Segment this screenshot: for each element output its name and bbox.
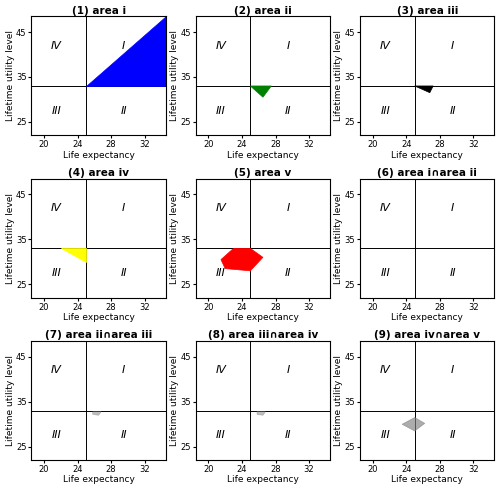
X-axis label: Life expectancy: Life expectancy [227, 150, 299, 160]
Text: II: II [449, 431, 456, 441]
Title: (2) area ii: (2) area ii [234, 5, 292, 16]
Text: IV: IV [216, 203, 226, 213]
Y-axis label: Lifetime utility level: Lifetime utility level [6, 193, 15, 284]
Text: IV: IV [380, 203, 391, 213]
Text: III: III [52, 106, 62, 116]
X-axis label: Life expectancy: Life expectancy [227, 475, 299, 485]
Text: I: I [286, 203, 290, 213]
Text: II: II [285, 431, 292, 441]
X-axis label: Life expectancy: Life expectancy [392, 313, 463, 322]
Text: IV: IV [380, 366, 391, 375]
Text: II: II [120, 431, 127, 441]
Y-axis label: Lifetime utility level: Lifetime utility level [334, 30, 344, 122]
Text: II: II [449, 106, 456, 116]
Text: I: I [451, 41, 454, 50]
Text: II: II [285, 268, 292, 278]
Text: II: II [120, 106, 127, 116]
Title: (3) area iii: (3) area iii [396, 5, 458, 16]
Title: (7) area ii∩area iii: (7) area ii∩area iii [45, 330, 152, 341]
Polygon shape [61, 248, 86, 262]
Y-axis label: Lifetime utility level: Lifetime utility level [334, 355, 344, 446]
Polygon shape [92, 412, 101, 415]
Text: III: III [52, 268, 62, 278]
Text: III: III [380, 106, 390, 116]
Polygon shape [221, 248, 263, 271]
X-axis label: Life expectancy: Life expectancy [392, 475, 463, 485]
Text: I: I [286, 366, 290, 375]
Text: I: I [122, 203, 126, 213]
Text: IV: IV [380, 41, 391, 50]
Text: III: III [216, 268, 226, 278]
X-axis label: Life expectancy: Life expectancy [62, 475, 134, 485]
Text: I: I [286, 41, 290, 50]
Text: IV: IV [216, 366, 226, 375]
Text: IV: IV [51, 366, 62, 375]
Text: IV: IV [216, 41, 226, 50]
Title: (6) area i∩area ii: (6) area i∩area ii [378, 168, 477, 178]
Text: I: I [122, 41, 126, 50]
Y-axis label: Lifetime utility level: Lifetime utility level [334, 193, 344, 284]
Polygon shape [257, 412, 266, 415]
Polygon shape [414, 86, 433, 93]
Y-axis label: Lifetime utility level: Lifetime utility level [170, 355, 179, 446]
Title: (9) area iv∩area v: (9) area iv∩area v [374, 330, 480, 341]
Title: (4) area iv: (4) area iv [68, 168, 129, 178]
X-axis label: Life expectancy: Life expectancy [227, 313, 299, 322]
X-axis label: Life expectancy: Life expectancy [62, 150, 134, 160]
X-axis label: Life expectancy: Life expectancy [392, 150, 463, 160]
Y-axis label: Lifetime utility level: Lifetime utility level [170, 30, 179, 122]
Text: II: II [285, 106, 292, 116]
Text: III: III [380, 431, 390, 441]
Polygon shape [86, 16, 166, 86]
Text: III: III [380, 268, 390, 278]
Polygon shape [250, 86, 272, 97]
Text: IV: IV [51, 203, 62, 213]
Text: III: III [216, 431, 226, 441]
Text: IV: IV [51, 41, 62, 50]
Title: (1) area i: (1) area i [72, 5, 126, 16]
Text: III: III [52, 431, 62, 441]
Polygon shape [402, 417, 425, 431]
Text: II: II [449, 268, 456, 278]
X-axis label: Life expectancy: Life expectancy [62, 313, 134, 322]
Text: I: I [451, 203, 454, 213]
Y-axis label: Lifetime utility level: Lifetime utility level [6, 355, 15, 446]
Y-axis label: Lifetime utility level: Lifetime utility level [170, 193, 179, 284]
Text: III: III [216, 106, 226, 116]
Title: (5) area v: (5) area v [234, 168, 292, 178]
Y-axis label: Lifetime utility level: Lifetime utility level [6, 30, 15, 122]
Title: (8) area iii∩area iv: (8) area iii∩area iv [208, 330, 318, 341]
Text: I: I [451, 366, 454, 375]
Text: I: I [122, 366, 126, 375]
Text: II: II [120, 268, 127, 278]
